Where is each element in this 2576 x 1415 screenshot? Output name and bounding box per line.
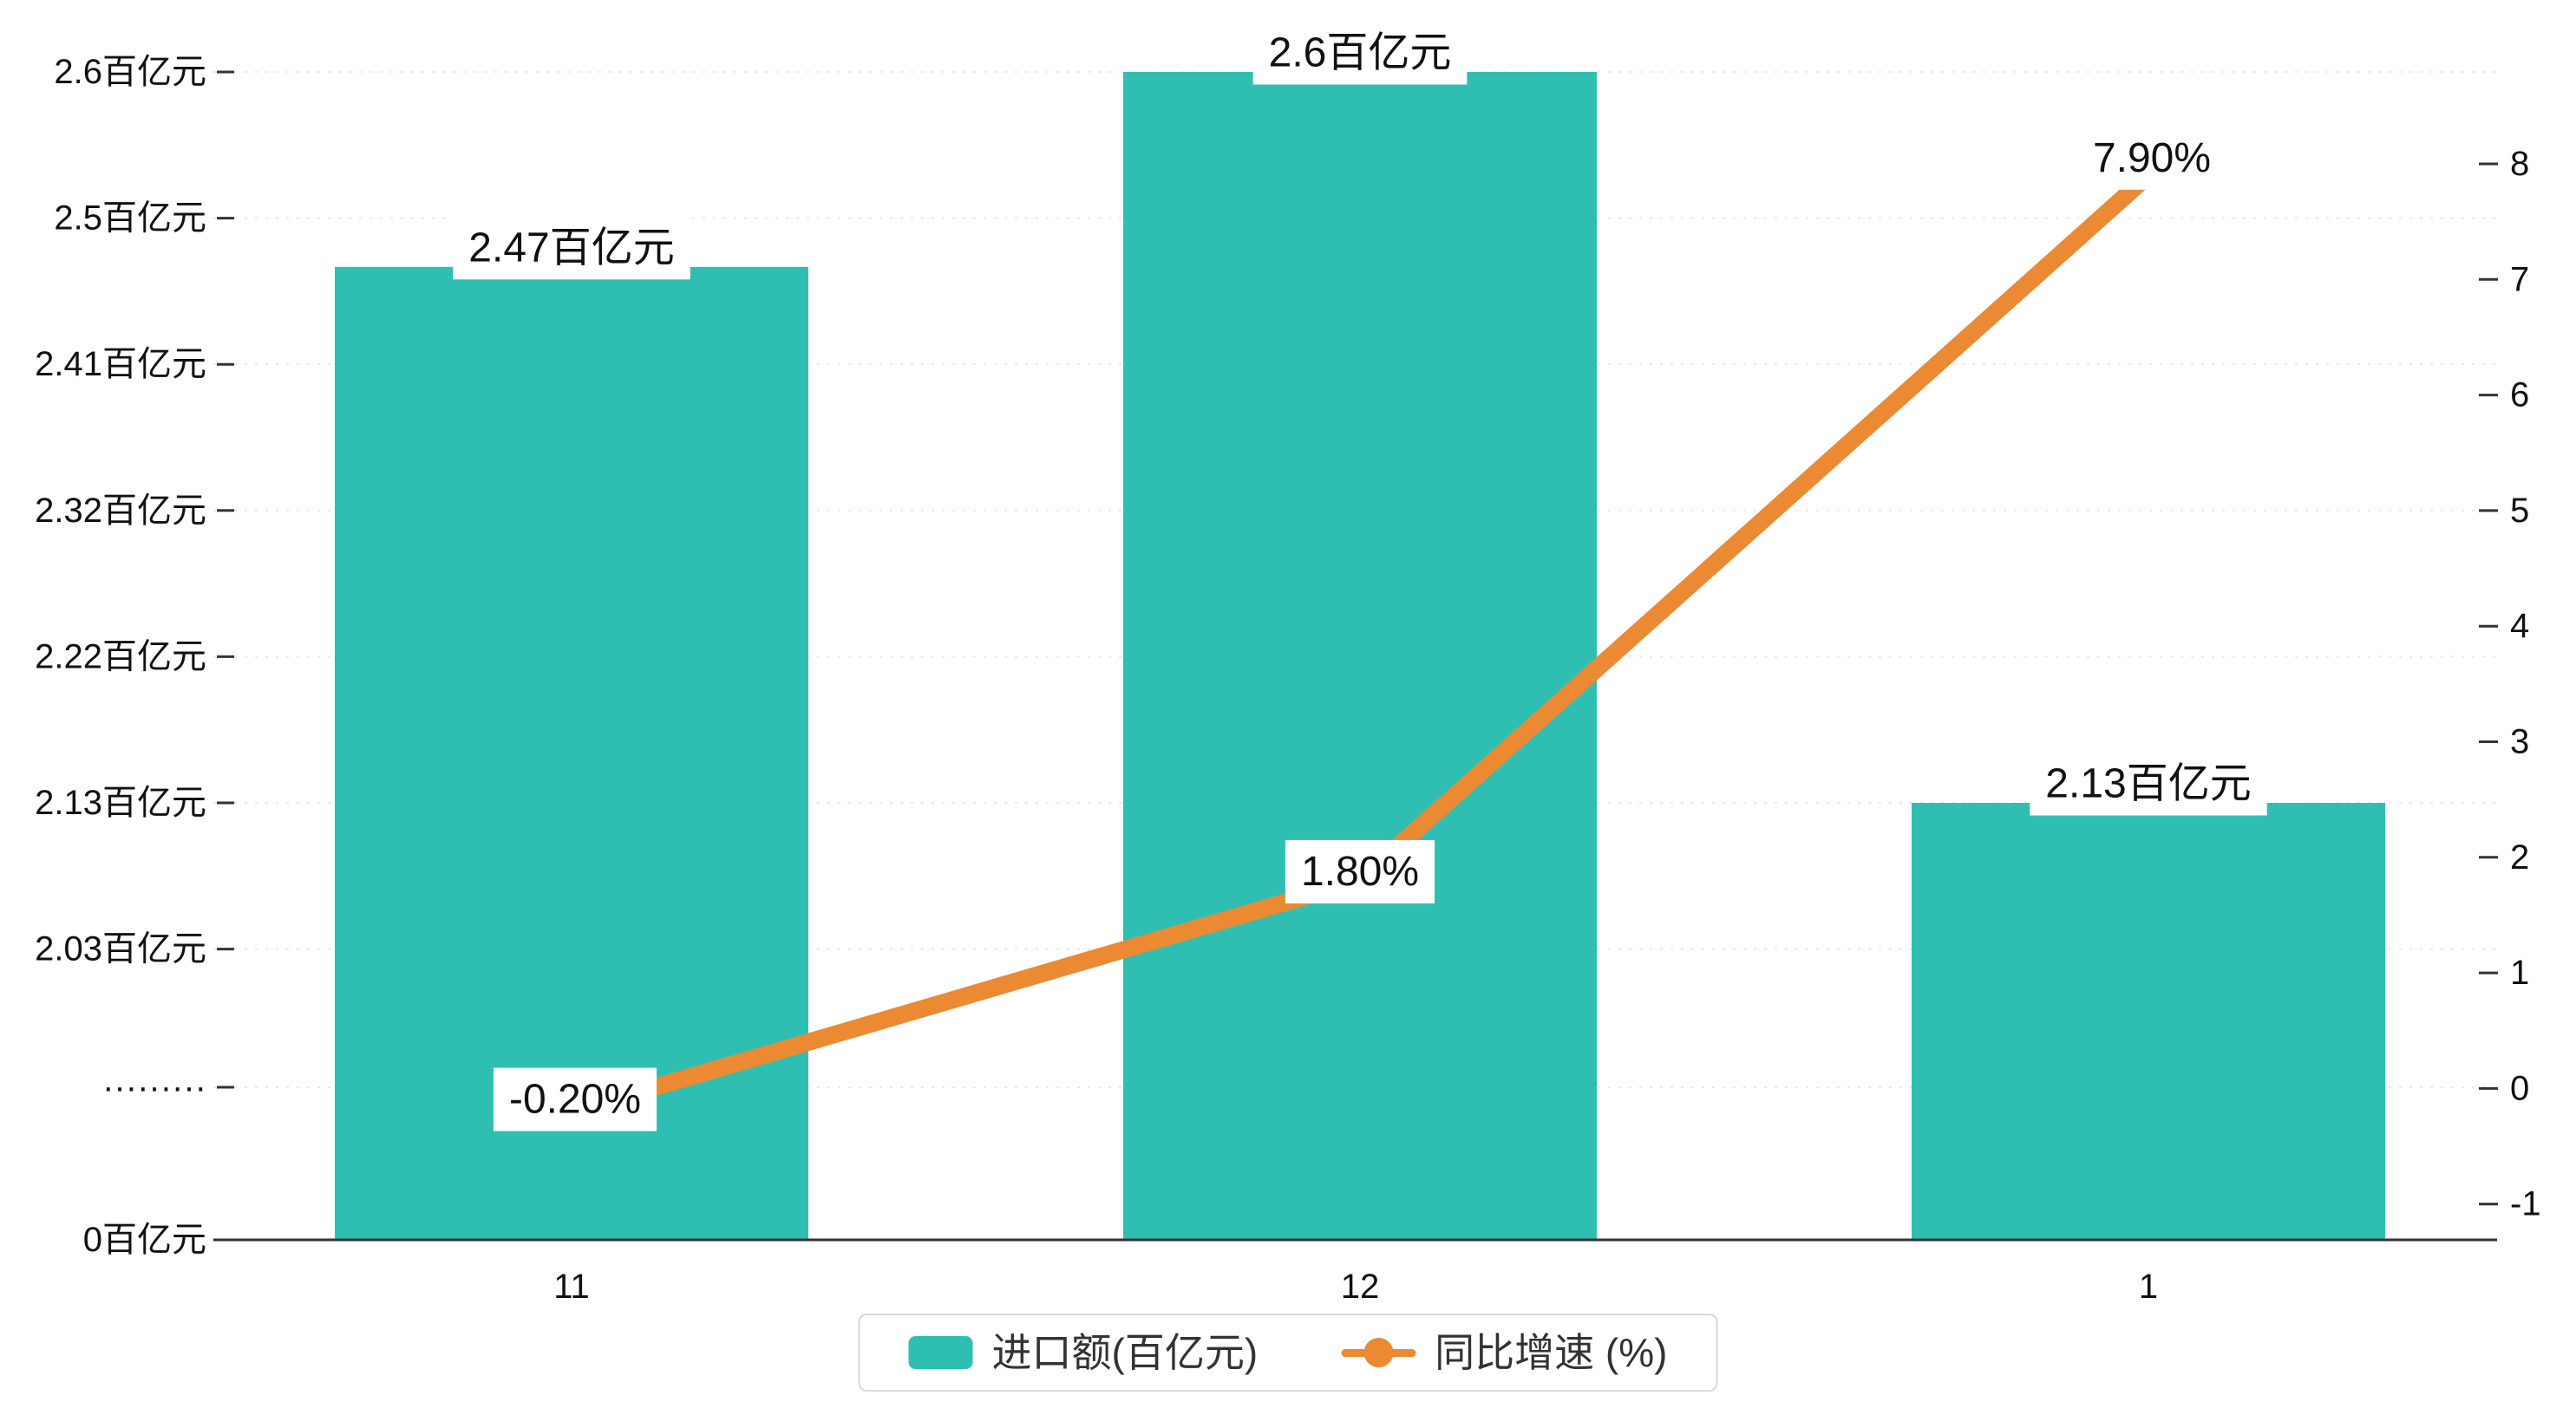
- legend: 进口额(百亿元) 同比增速 (%): [858, 1314, 1718, 1392]
- right-axis-label: 7: [2510, 260, 2529, 298]
- line-value-label: -0.20%: [509, 1077, 641, 1123]
- x-axis-label: 12: [1341, 1268, 1380, 1306]
- line-dot-icon: [1341, 1336, 1416, 1369]
- left-axis-label: ·········: [102, 1068, 206, 1106]
- right-axis-label: 6: [2510, 376, 2529, 414]
- line-value-label: 7.90%: [2093, 135, 2211, 181]
- left-axis-label: 2.22百亿元: [35, 637, 206, 675]
- left-axis-label: 2.13百亿元: [35, 784, 206, 822]
- bar-value-label-bg: [453, 216, 690, 280]
- left-axis-label: 0百亿元: [83, 1221, 206, 1259]
- line-value-label-bg: [493, 1067, 657, 1131]
- right-axis-label: 2: [2510, 838, 2529, 877]
- legend-item-growth[interactable]: 同比增速 (%): [1341, 1333, 1667, 1373]
- line-value-label-bg: [1285, 839, 1435, 903]
- bar-1[interactable]: [1912, 803, 2385, 1240]
- right-axis-label: 5: [2510, 492, 2529, 530]
- x-axis-label: 11: [553, 1268, 590, 1306]
- right-axis-label: 0: [2510, 1069, 2529, 1107]
- right-axis-label: 4: [2510, 607, 2529, 645]
- bar-value-label-bg: [2030, 752, 2267, 816]
- legend-label-growth: 同比增速 (%): [1435, 1330, 1668, 1375]
- left-axis-label: 2.03百亿元: [35, 930, 206, 968]
- x-axis-label: 1: [2139, 1268, 2158, 1306]
- bar-swatch-icon: [908, 1336, 973, 1369]
- legend-label-imports: 进口额(百亿元): [991, 1330, 1259, 1375]
- bar-value-label: 2.6百亿元: [1269, 30, 1452, 76]
- line-value-label-bg: [2076, 126, 2227, 190]
- right-axis-label: 3: [2510, 723, 2529, 761]
- left-axis-label: 2.41百亿元: [35, 345, 206, 383]
- left-axis-label: 2.32百亿元: [35, 492, 206, 530]
- bar-value-label: 2.47百亿元: [468, 225, 674, 271]
- line-value-label: 1.80%: [1301, 849, 1419, 895]
- left-axis-label: 2.6百亿元: [54, 53, 206, 91]
- left-axis-label: 2.5百亿元: [54, 199, 206, 238]
- bar-value-label: 2.13百亿元: [2045, 761, 2251, 807]
- right-axis-label: 1: [2510, 954, 2529, 992]
- right-axis-label: 8: [2510, 145, 2529, 183]
- legend-item-imports[interactable]: 进口额(百亿元): [908, 1330, 1259, 1375]
- bar-12[interactable]: [1123, 72, 1597, 1240]
- right-axis-label: -1: [2510, 1185, 2541, 1223]
- bar-value-label-bg: [1252, 21, 1468, 85]
